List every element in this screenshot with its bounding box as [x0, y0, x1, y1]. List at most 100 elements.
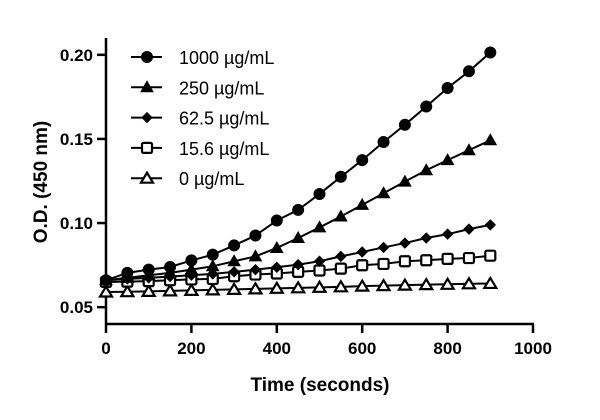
circle-marker — [185, 254, 198, 267]
x-tick-label: 200 — [177, 339, 205, 358]
open-triangle-marker — [139, 170, 155, 184]
open-triangle-marker — [396, 277, 413, 291]
legend-item: 15.6 µg/mL — [131, 139, 269, 159]
y-tick-label: 0.05 — [60, 298, 93, 317]
x-tick-label: 0 — [101, 339, 110, 358]
circle-marker — [462, 65, 475, 78]
x-tick-label: 800 — [433, 339, 461, 358]
circle-marker — [228, 239, 241, 252]
triangle-marker — [398, 174, 412, 187]
open-triangle-marker — [290, 280, 307, 294]
circle-marker — [398, 118, 411, 131]
circle-marker — [206, 248, 219, 261]
circle-marker — [334, 170, 347, 183]
legend-label: 15.6 µg/mL — [179, 139, 269, 159]
open-triangle-marker — [375, 278, 392, 292]
triangle-marker — [312, 220, 327, 233]
triangle-marker — [376, 186, 391, 199]
triangle-marker — [419, 163, 434, 176]
square-marker — [356, 259, 369, 272]
triangle-marker — [291, 231, 306, 244]
open-triangle-marker — [183, 282, 200, 296]
circle-marker — [441, 81, 454, 94]
legend-item: 62.5 µg/mL — [131, 109, 269, 129]
legend-item: 0 µg/mL — [131, 169, 244, 189]
x-tick-label: 400 — [263, 339, 291, 358]
open-triangle-marker — [482, 275, 499, 290]
circle-marker — [484, 46, 497, 59]
square-marker — [334, 262, 347, 275]
x-tick-label: 1000 — [514, 339, 552, 358]
circle-marker — [100, 274, 112, 287]
open-triangle-marker — [162, 283, 178, 297]
triangle-marker — [248, 249, 263, 262]
open-triangle-marker — [418, 276, 435, 291]
diamond-marker — [335, 250, 347, 263]
legend-item: 250 µg/mL — [131, 78, 264, 98]
circle-marker — [420, 100, 433, 113]
circle-marker — [142, 263, 155, 276]
diamond-marker — [271, 261, 283, 274]
square-marker — [420, 254, 433, 267]
open-triangle-marker — [354, 278, 371, 292]
triangle-marker — [462, 143, 476, 156]
x-axis-title: Time (seconds) — [250, 375, 389, 396]
circle-marker — [313, 187, 326, 200]
series-open-triangle — [98, 275, 499, 298]
triangle-marker — [440, 153, 455, 166]
open-triangle-marker — [119, 284, 136, 298]
circle-marker — [141, 51, 153, 63]
open-triangle-marker — [439, 276, 456, 290]
diamond-marker — [399, 237, 411, 249]
circle-marker — [270, 214, 283, 227]
legend-item: 1000 µg/mL — [131, 48, 274, 68]
circle-marker — [249, 229, 262, 242]
diamond-marker — [356, 246, 368, 258]
diamond-marker — [420, 232, 432, 244]
open-triangle-marker — [268, 280, 285, 294]
diamond-marker — [207, 268, 219, 280]
circle-marker — [164, 260, 177, 273]
legend: 1000 µg/mL 250 µg/mL 62.5 µg/mL 15.6 µg/mL 0… — [131, 48, 274, 189]
triangle-marker — [140, 80, 154, 93]
diamond-marker — [377, 241, 390, 254]
y-tick-label: 0.15 — [60, 130, 93, 149]
circle-marker — [377, 135, 390, 148]
series-filled-circle — [100, 46, 497, 287]
circle-marker — [292, 203, 305, 216]
square-marker — [398, 255, 411, 268]
diamond-marker — [249, 263, 262, 276]
triangle-marker — [269, 240, 284, 253]
diamond-marker — [441, 228, 454, 240]
legend-label: 1000 µg/mL — [179, 48, 274, 68]
circle-marker — [121, 266, 134, 279]
triangle-marker — [483, 133, 498, 146]
diamond-marker — [292, 258, 304, 271]
legend-label: 0 µg/mL — [179, 169, 244, 189]
triangle-marker — [227, 254, 241, 267]
legend-label: 250 µg/mL — [179, 78, 264, 98]
square-marker — [484, 249, 497, 262]
circle-marker — [356, 154, 369, 167]
open-triangle-marker — [140, 283, 157, 297]
legend-label: 62.5 µg/mL — [179, 109, 269, 129]
diamond-marker — [228, 266, 240, 278]
open-triangle-marker — [226, 281, 243, 295]
series-group — [98, 46, 499, 298]
y-tick-label: 0.10 — [60, 214, 93, 233]
y-axis-title: O.D. (450 nm) — [31, 121, 52, 243]
square-marker — [313, 264, 326, 277]
square-marker — [140, 141, 154, 154]
diamond-marker — [484, 219, 497, 231]
open-triangle-marker — [247, 281, 264, 295]
diamond-marker — [313, 255, 326, 267]
square-marker — [441, 252, 454, 265]
diamond-marker — [463, 223, 475, 235]
triangle-marker — [333, 209, 348, 222]
y-tick-label: 0.20 — [60, 46, 93, 65]
triangle-marker — [184, 262, 199, 275]
diamond-marker — [141, 111, 153, 124]
open-triangle-marker — [332, 279, 349, 293]
triangle-marker — [205, 259, 220, 272]
